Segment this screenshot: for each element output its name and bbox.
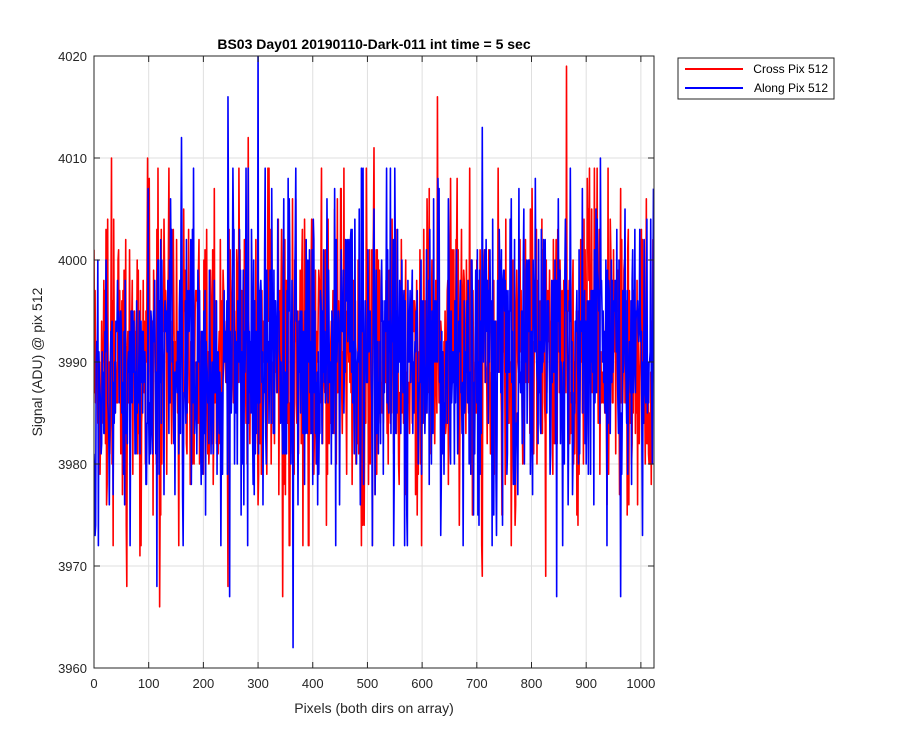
x-axis-label: Pixels (both dirs on array) xyxy=(294,700,454,716)
x-tick-label: 700 xyxy=(466,676,488,691)
x-tick-label: 600 xyxy=(411,676,433,691)
x-tick-label: 1000 xyxy=(626,676,655,691)
y-tick-label: 3960 xyxy=(58,661,87,676)
y-tick-label: 4000 xyxy=(58,253,87,268)
x-tick-label: 200 xyxy=(193,676,215,691)
y-tick-label: 3990 xyxy=(58,355,87,370)
y-tick-label: 4010 xyxy=(58,151,87,166)
series-line-along xyxy=(94,56,654,649)
y-tick-label: 3980 xyxy=(58,457,87,472)
x-tick-label: 900 xyxy=(575,676,597,691)
x-tick-label: 100 xyxy=(138,676,160,691)
y-tick-label: 3970 xyxy=(58,559,87,574)
x-tick-label: 0 xyxy=(90,676,97,691)
y-tick-label: 4020 xyxy=(58,49,87,64)
legend-label-along: Along Pix 512 xyxy=(754,81,828,95)
x-tick-label: 400 xyxy=(302,676,324,691)
legend: Cross Pix 512 Along Pix 512 xyxy=(677,57,835,100)
legend-label-cross: Cross Pix 512 xyxy=(753,62,828,76)
x-tick-label: 800 xyxy=(521,676,543,691)
y-axis-label: Signal (ADU) @ pix 512 xyxy=(29,287,45,436)
chart-title: BS03 Day01 20190110-Dark-011 int time = … xyxy=(217,36,530,52)
x-tick-label: 500 xyxy=(357,676,379,691)
x-tick-label: 300 xyxy=(247,676,269,691)
legend-box xyxy=(677,57,835,100)
ticks: 0 100 200 300 400 500 600 700 800 900 1000 3960 3970… xyxy=(58,49,655,691)
series-layer xyxy=(94,56,654,649)
